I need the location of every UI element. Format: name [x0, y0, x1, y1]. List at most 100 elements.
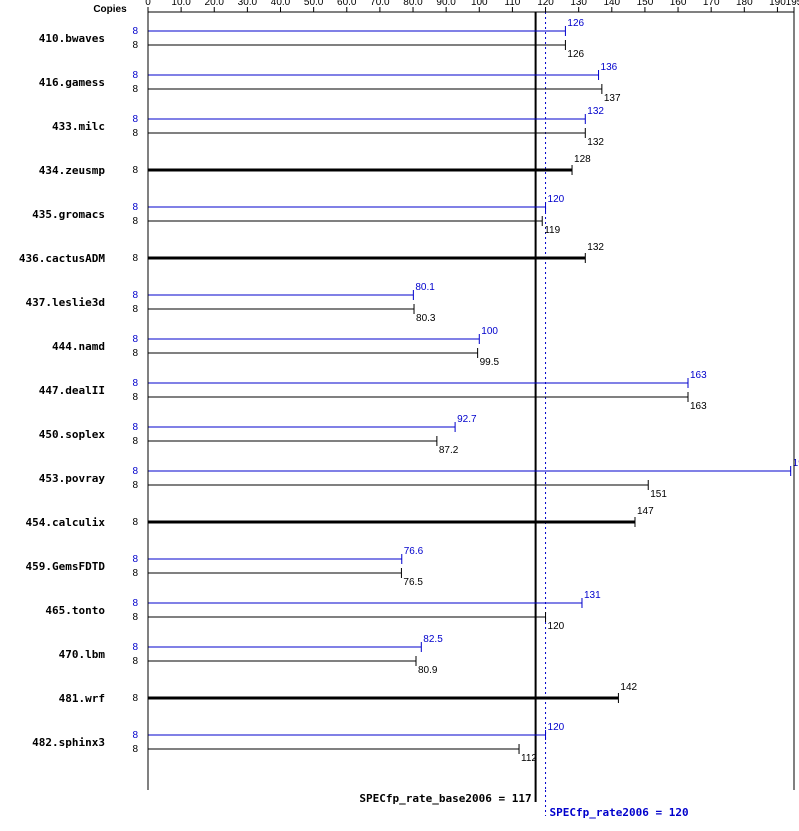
- x-tick-label: 180: [736, 0, 753, 8]
- peak-value-label: 131: [584, 590, 601, 601]
- peak-copies: 8: [132, 290, 138, 301]
- peak-value-label: 163: [690, 370, 707, 381]
- base-value-label: 99.5: [480, 357, 500, 368]
- ref-base-label: SPECfp_rate_base2006 = 117: [359, 792, 531, 805]
- benchmark-label: 434.zeusmp: [39, 164, 106, 177]
- ref-peak-label: SPECfp_rate2006 = 120: [550, 806, 689, 819]
- benchmark-label: 437.leslie3d: [26, 296, 105, 309]
- x-tick-label: 20.0: [205, 0, 225, 8]
- x-tick-label: 50.0: [304, 0, 324, 8]
- peak-value-label: 76.6: [404, 546, 424, 557]
- x-tick-label: 120: [537, 0, 554, 8]
- base-value-label: 120: [548, 621, 565, 632]
- benchmark-label: 410.bwaves: [39, 32, 105, 45]
- benchmark-label: 444.namd: [52, 340, 105, 353]
- base-copies: 8: [132, 40, 138, 51]
- base-copies: 8: [132, 744, 138, 755]
- x-tick-label: 100: [471, 0, 488, 8]
- x-tick-label: 170: [703, 0, 720, 8]
- peak-value-label: 132: [587, 106, 604, 117]
- base-copies: 8: [132, 480, 138, 491]
- x-tick-label: 40.0: [271, 0, 291, 8]
- base-value-label: 132: [587, 242, 604, 253]
- base-copies: 8: [132, 165, 138, 176]
- base-copies: 8: [132, 436, 138, 447]
- benchmark-label: 482.sphinx3: [32, 736, 105, 749]
- base-copies: 8: [132, 517, 138, 528]
- base-value-label: 126: [567, 49, 584, 60]
- base-copies: 8: [132, 253, 138, 264]
- benchmark-label: 453.povray: [39, 472, 106, 485]
- benchmark-label: 447.dealII: [39, 384, 105, 397]
- base-value-label: 119: [544, 225, 560, 236]
- base-copies: 8: [132, 348, 138, 359]
- x-tick-label: 30.0: [238, 0, 258, 8]
- benchmark-label: 465.tonto: [45, 604, 105, 617]
- base-value-label: 151: [650, 489, 667, 500]
- x-tick-label: 140: [603, 0, 620, 8]
- x-tick-label: 150: [637, 0, 654, 8]
- peak-copies: 8: [132, 422, 138, 433]
- benchmark-label: 454.calculix: [26, 516, 106, 529]
- base-copies: 8: [132, 656, 138, 667]
- base-copies: 8: [132, 84, 138, 95]
- spec-rate-chart: 0 10.0 20.0 30.0 40.0 50.0 60.0 70.0 80.0 90.0 100…: [0, 0, 799, 831]
- benchmark-label: 416.gamess: [39, 76, 105, 89]
- base-value-label: 147: [637, 506, 654, 517]
- base-value-label: 142: [620, 682, 637, 693]
- base-copies: 8: [132, 568, 138, 579]
- base-value-label: 128: [574, 154, 591, 165]
- peak-copies: 8: [132, 114, 138, 125]
- benchmark-label: 433.milc: [52, 120, 105, 133]
- benchmark-label: 470.lbm: [59, 648, 106, 661]
- peak-value-label: 82.5: [423, 634, 443, 645]
- base-copies: 8: [132, 392, 138, 403]
- copies-header: Copies: [93, 4, 127, 15]
- x-tick-label: 10.0: [171, 0, 191, 8]
- benchmark-label: 436.cactusADM: [19, 252, 105, 265]
- peak-value-label: 100: [481, 326, 498, 337]
- x-tick-label: 195: [786, 0, 799, 8]
- base-copies: 8: [132, 304, 138, 315]
- peak-copies: 8: [132, 70, 138, 81]
- x-tick-label: 80.0: [403, 0, 423, 8]
- peak-copies: 8: [132, 598, 138, 609]
- base-copies: 8: [132, 612, 138, 623]
- base-value-label: 80.3: [416, 313, 436, 324]
- chart-background: [0, 0, 799, 831]
- x-tick-label: 0: [145, 0, 151, 8]
- base-value-label: 137: [604, 93, 621, 104]
- benchmark-label: 435.gromacs: [32, 208, 105, 221]
- benchmark-label: 459.GemsFDTD: [26, 560, 106, 573]
- peak-value-label: 136: [601, 62, 618, 73]
- peak-value-label: 126: [567, 18, 584, 29]
- peak-value-label: 80.1: [415, 282, 435, 293]
- x-tick-label: 190: [769, 0, 786, 8]
- base-value-label: 132: [587, 137, 604, 148]
- peak-value-label: 120: [548, 722, 565, 733]
- base-copies: 8: [132, 693, 138, 704]
- x-tick-label: 70.0: [370, 0, 390, 8]
- peak-copies: 8: [132, 378, 138, 389]
- base-value-label: 80.9: [418, 665, 438, 676]
- base-copies: 8: [132, 128, 138, 139]
- base-copies: 8: [132, 216, 138, 227]
- peak-value-label: 92.7: [457, 414, 477, 425]
- peak-copies: 8: [132, 334, 138, 345]
- base-value-label: 112: [521, 753, 537, 764]
- x-tick-label: 130: [570, 0, 587, 8]
- x-tick-label: 110: [504, 0, 520, 8]
- peak-copies: 8: [132, 554, 138, 565]
- base-value-label: 76.5: [403, 577, 423, 588]
- base-value-label: 87.2: [439, 445, 459, 456]
- x-tick-label: 60.0: [337, 0, 357, 8]
- benchmark-label: 481.wrf: [59, 692, 105, 705]
- x-tick-label: 90.0: [436, 0, 456, 8]
- x-tick-label: 160: [670, 0, 687, 8]
- benchmark-label: 450.soplex: [39, 428, 106, 441]
- peak-copies: 8: [132, 26, 138, 37]
- peak-copies: 8: [132, 730, 138, 741]
- base-value-label: 163: [690, 401, 707, 412]
- peak-copies: 8: [132, 466, 138, 477]
- peak-value-label: 120: [548, 194, 565, 205]
